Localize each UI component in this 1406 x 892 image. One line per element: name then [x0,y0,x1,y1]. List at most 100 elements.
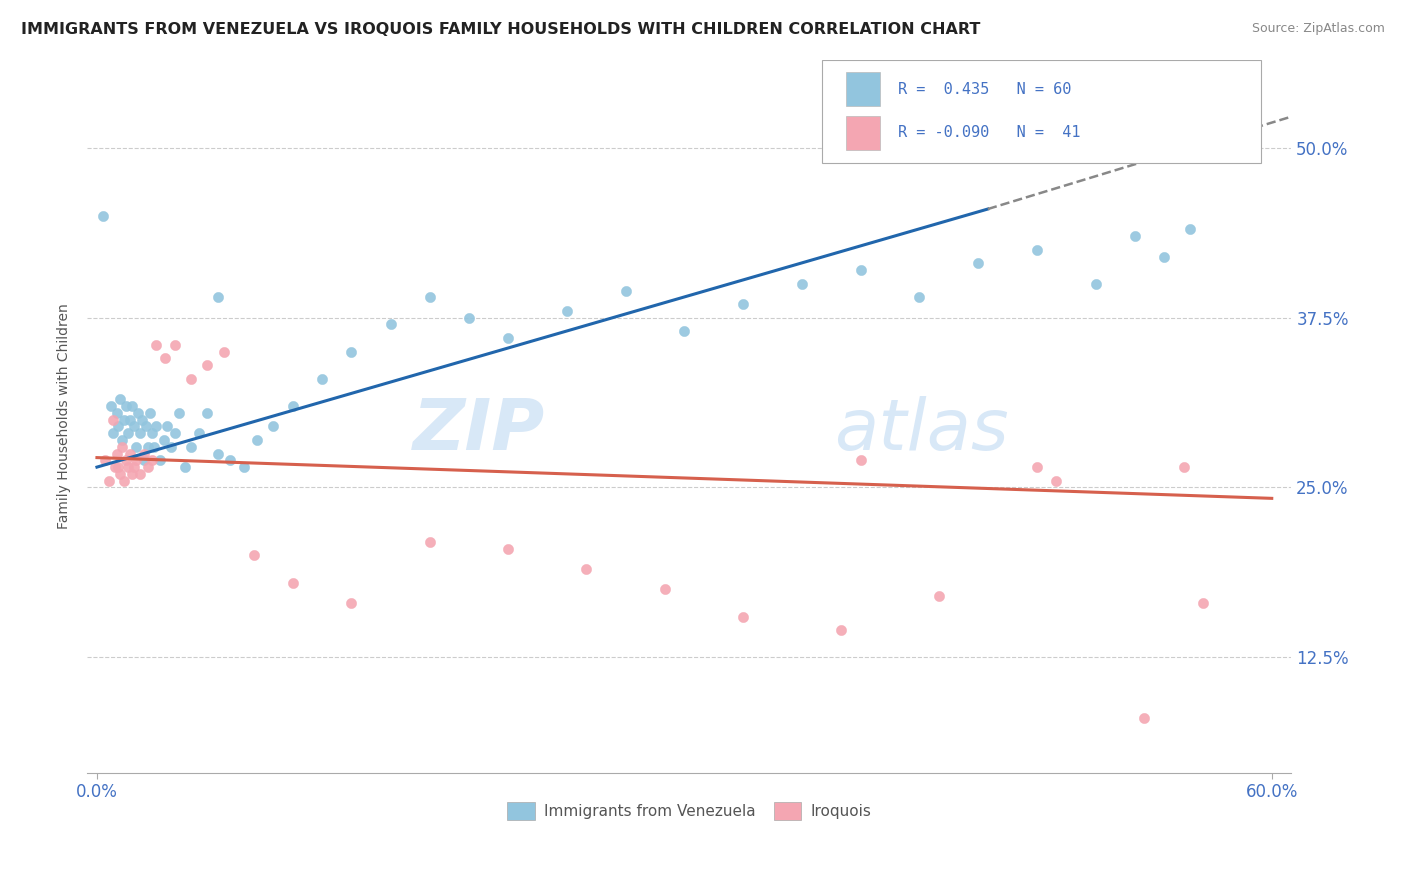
Bar [846,72,880,106]
Text: R =  0.435   N = 60: R = 0.435 N = 60 [897,82,1071,97]
Point [107,419,129,434]
Point [101,412,124,426]
Point [155,351,177,366]
Point [281,575,304,590]
Point [1178,222,1201,236]
Point [219,453,242,467]
Point [141,426,163,441]
Point [849,263,872,277]
Point [207,290,229,304]
Point [928,589,950,603]
Text: atlas: atlas [834,396,1008,465]
Point [122,419,145,434]
Point [127,406,149,420]
FancyBboxPatch shape [821,60,1261,163]
Point [120,412,142,426]
Point [125,453,148,467]
Point [156,419,179,434]
Point [131,412,153,426]
Point [232,460,254,475]
Point [107,460,129,475]
Point [132,453,155,467]
Point [496,331,519,345]
Point [967,256,990,270]
Point [112,474,135,488]
Point [129,467,152,481]
Point [207,446,229,460]
Text: ZIP: ZIP [412,396,544,465]
Point [115,399,138,413]
Text: Source: ZipAtlas.com: Source: ZipAtlas.com [1251,22,1385,36]
Point [94,453,117,467]
Point [145,419,167,434]
Point [830,623,852,637]
Point [262,419,284,434]
Point [180,372,202,386]
Point [165,426,187,441]
Point [103,460,125,475]
Point [654,582,676,597]
Point [555,304,578,318]
Point [120,446,142,460]
Point [139,406,162,420]
Point [242,549,264,563]
Point [100,399,122,413]
Y-axis label: Family Households with Children: Family Households with Children [58,303,72,529]
Point [195,358,218,372]
Point [110,392,132,407]
Point [132,446,155,460]
Point [1025,243,1047,257]
Point [733,609,755,624]
Point [142,440,165,454]
Point [187,426,209,441]
Point [97,474,120,488]
Point [340,596,363,610]
Point [1045,474,1067,488]
Point [145,338,167,352]
Point [136,460,159,475]
Point [1084,277,1107,291]
Point [101,426,124,441]
Point [91,209,114,223]
Point [246,433,269,447]
Point [149,453,172,467]
Point [195,406,218,420]
Point [110,467,132,481]
Point [125,440,148,454]
Point [458,310,481,325]
Point [575,562,598,576]
Point [117,460,139,475]
Point [135,419,157,434]
Point [174,460,197,475]
Point [1133,711,1156,725]
Point [152,433,174,447]
Point [121,399,143,413]
Point [673,324,696,338]
Point [1123,229,1146,244]
Point [908,290,931,304]
Point [849,453,872,467]
Point [122,460,145,475]
Point [167,406,190,420]
Text: IMMIGRANTS FROM VENEZUELA VS IROQUOIS FAMILY HOUSEHOLDS WITH CHILDREN CORRELATIO: IMMIGRANTS FROM VENEZUELA VS IROQUOIS FA… [21,22,980,37]
Point [129,426,152,441]
Point [141,453,163,467]
Point [112,412,135,426]
Point [165,338,187,352]
Point [281,399,304,413]
Point [790,277,813,291]
Point [136,440,159,454]
Point [105,406,128,420]
Point [105,446,128,460]
Point [121,467,143,481]
Point [419,290,441,304]
Point [1025,460,1047,475]
Point [733,297,755,311]
Point [1192,596,1215,610]
Bar [846,116,880,150]
Text: R = -0.090   N =  41: R = -0.090 N = 41 [897,125,1080,140]
Point [160,440,183,454]
Point [419,534,441,549]
Point [1153,250,1175,264]
Point [380,318,402,332]
